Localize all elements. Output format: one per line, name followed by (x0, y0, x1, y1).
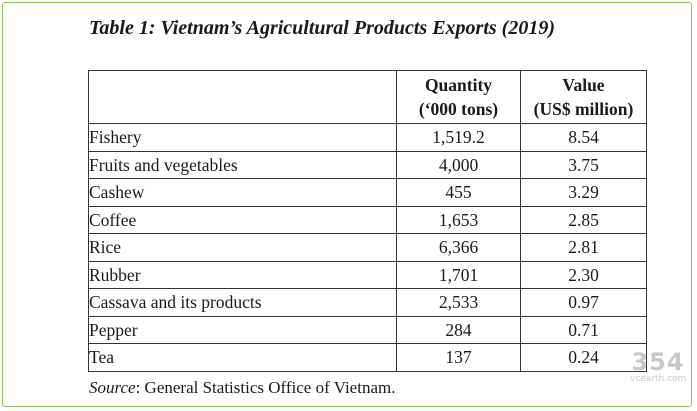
quantity-cell: 1,519.2 (396, 123, 521, 152)
table-row: Rubber 1,701 2.30 (88, 260, 647, 289)
product-name: Cashew (88, 178, 397, 207)
product-name: Tea (88, 343, 397, 372)
header-quantity: Quantity (‘000 tons) (396, 70, 521, 124)
header-value-line1: Value (562, 75, 605, 95)
table-row: Fishery 1,519.2 8.54 (88, 123, 647, 152)
table-row: Coffee 1,653 2.85 (88, 205, 647, 234)
product-name: Coffee (88, 205, 397, 234)
quantity-cell: 6,366 (396, 233, 521, 262)
source-text: : General Statistics Office of Vietnam. (135, 378, 396, 397)
table-row: Tea 137 0.24 (88, 343, 647, 372)
value-cell: 2.85 (520, 205, 647, 234)
quantity-cell: 137 (396, 343, 521, 372)
source-note: Source: General Statistics Office of Vie… (89, 378, 395, 398)
header-quantity-line1: Quantity (424, 75, 493, 95)
header-row: Quantity (‘000 tons) Value (US$ million) (88, 70, 647, 124)
value-cell: 8.54 (520, 123, 647, 152)
source-label: Source (89, 378, 136, 397)
header-product (88, 70, 397, 124)
table-row: Pepper 284 0.71 (88, 315, 647, 344)
table-row: Cassava and its products 2,533 0.97 (88, 288, 647, 317)
product-name: Fishery (88, 123, 397, 152)
watermark-site: vcearth.com (630, 374, 687, 384)
exports-table: Quantity (‘000 tons) Value (US$ million)… (88, 70, 647, 372)
page-frame (2, 2, 692, 407)
value-cell: 0.24 (520, 343, 647, 372)
product-name: Rice (88, 233, 397, 262)
table-title: Table 1: Vietnam’s Agricultural Products… (89, 17, 555, 39)
table-row: Cashew 455 3.29 (88, 178, 647, 207)
watermark-number: 354 (631, 348, 685, 376)
value-cell: 0.97 (520, 288, 647, 317)
table-row: Rice 6,366 2.81 (88, 233, 647, 262)
watermark-logo: 354 vcearth.com (630, 350, 686, 384)
header-value: Value (US$ million) (520, 70, 647, 124)
quantity-cell: 2,533 (396, 288, 521, 317)
product-name: Fruits and vegetables (88, 150, 397, 179)
header-value-line2: (US$ million) (533, 99, 634, 119)
quantity-cell: 1,653 (396, 205, 521, 234)
value-cell: 2.30 (520, 260, 647, 289)
quantity-cell: 455 (396, 178, 521, 207)
header-quantity-line2: (‘000 tons) (418, 99, 499, 119)
value-cell: 3.75 (520, 150, 647, 179)
value-cell: 2.81 (520, 233, 647, 262)
quantity-cell: 1,701 (396, 260, 521, 289)
value-cell: 3.29 (520, 178, 647, 207)
quantity-cell: 4,000 (396, 150, 521, 179)
value-cell: 0.71 (520, 315, 647, 344)
product-name: Rubber (88, 260, 397, 289)
product-name: Pepper (88, 315, 397, 344)
product-name: Cassava and its products (88, 288, 397, 317)
table-row: Fruits and vegetables 4,000 3.75 (88, 150, 647, 179)
quantity-cell: 284 (396, 315, 521, 344)
